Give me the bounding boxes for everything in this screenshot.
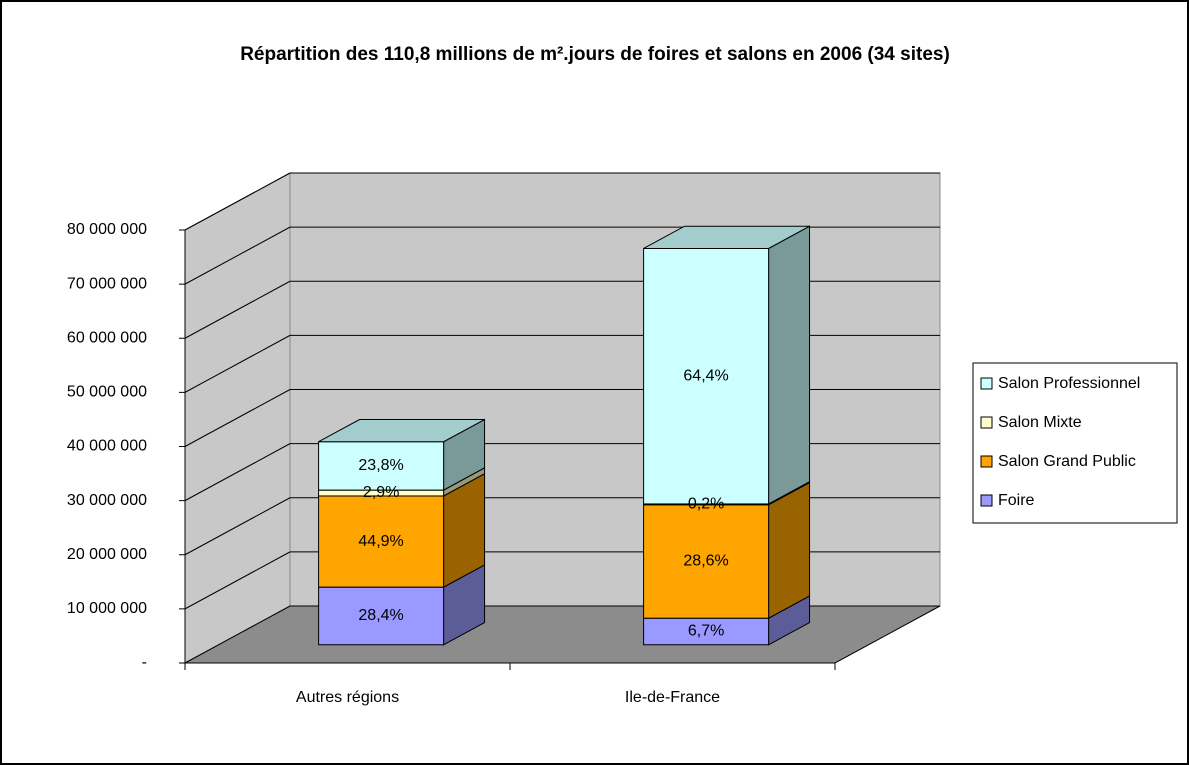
bar [643, 617, 770, 646]
data-label: 23,8% [358, 457, 403, 474]
data-label: 28,4% [358, 607, 403, 624]
bar-top [318, 419, 485, 443]
y-tick-label: 10 000 000 [67, 600, 147, 617]
y-tick-label: 60 000 000 [67, 329, 147, 346]
data-label: 0,2% [688, 496, 724, 513]
x-tick-label: Ile-de-France [625, 689, 720, 706]
bar [643, 247, 770, 505]
bar-top [643, 225, 810, 249]
grid-line [184, 443, 291, 502]
grid-line [184, 389, 291, 447]
bar-side [768, 225, 811, 505]
legend-swatch [980, 377, 993, 390]
y-tick-label: 20 000 000 [67, 546, 147, 563]
grid-line [184, 226, 291, 285]
grid-line [184, 172, 291, 231]
y-tick-label: 50 000 000 [67, 384, 147, 401]
grid-line [184, 334, 291, 393]
legend-box [972, 362, 1178, 524]
y-tick-label: 30 000 000 [67, 492, 147, 509]
y-tick-label: 40 000 000 [67, 438, 147, 455]
bar [643, 504, 770, 619]
bar-side [768, 481, 811, 620]
y-tick-label: 70 000 000 [67, 275, 147, 292]
legend-label: Salon Mixte [998, 414, 1082, 431]
data-label: 44,9% [358, 533, 403, 550]
data-label: 2,9% [363, 484, 399, 501]
grid-line [184, 497, 291, 556]
bar [318, 495, 445, 588]
legend-swatch [980, 494, 993, 507]
data-label: 6,7% [688, 623, 724, 640]
grid-line [184, 280, 291, 339]
x-tick-label: Autres régions [296, 689, 399, 706]
bar [318, 586, 445, 646]
y-tick-label: - [142, 654, 147, 671]
y-tick-label: 80 000 000 [67, 221, 147, 238]
data-label: 64,4% [683, 367, 728, 384]
chart-title: Répartition des 110,8 millions de m².jou… [240, 44, 950, 65]
bar [318, 441, 445, 491]
grid-line [184, 551, 291, 610]
legend-label: Salon Grand Public [998, 453, 1136, 470]
legend-label: Salon Professionnel [998, 375, 1140, 392]
legend-swatch [980, 416, 993, 429]
legend-label: Foire [998, 492, 1035, 509]
legend-swatch [980, 455, 993, 468]
floor [184, 605, 941, 664]
data-label: 28,6% [683, 553, 728, 570]
